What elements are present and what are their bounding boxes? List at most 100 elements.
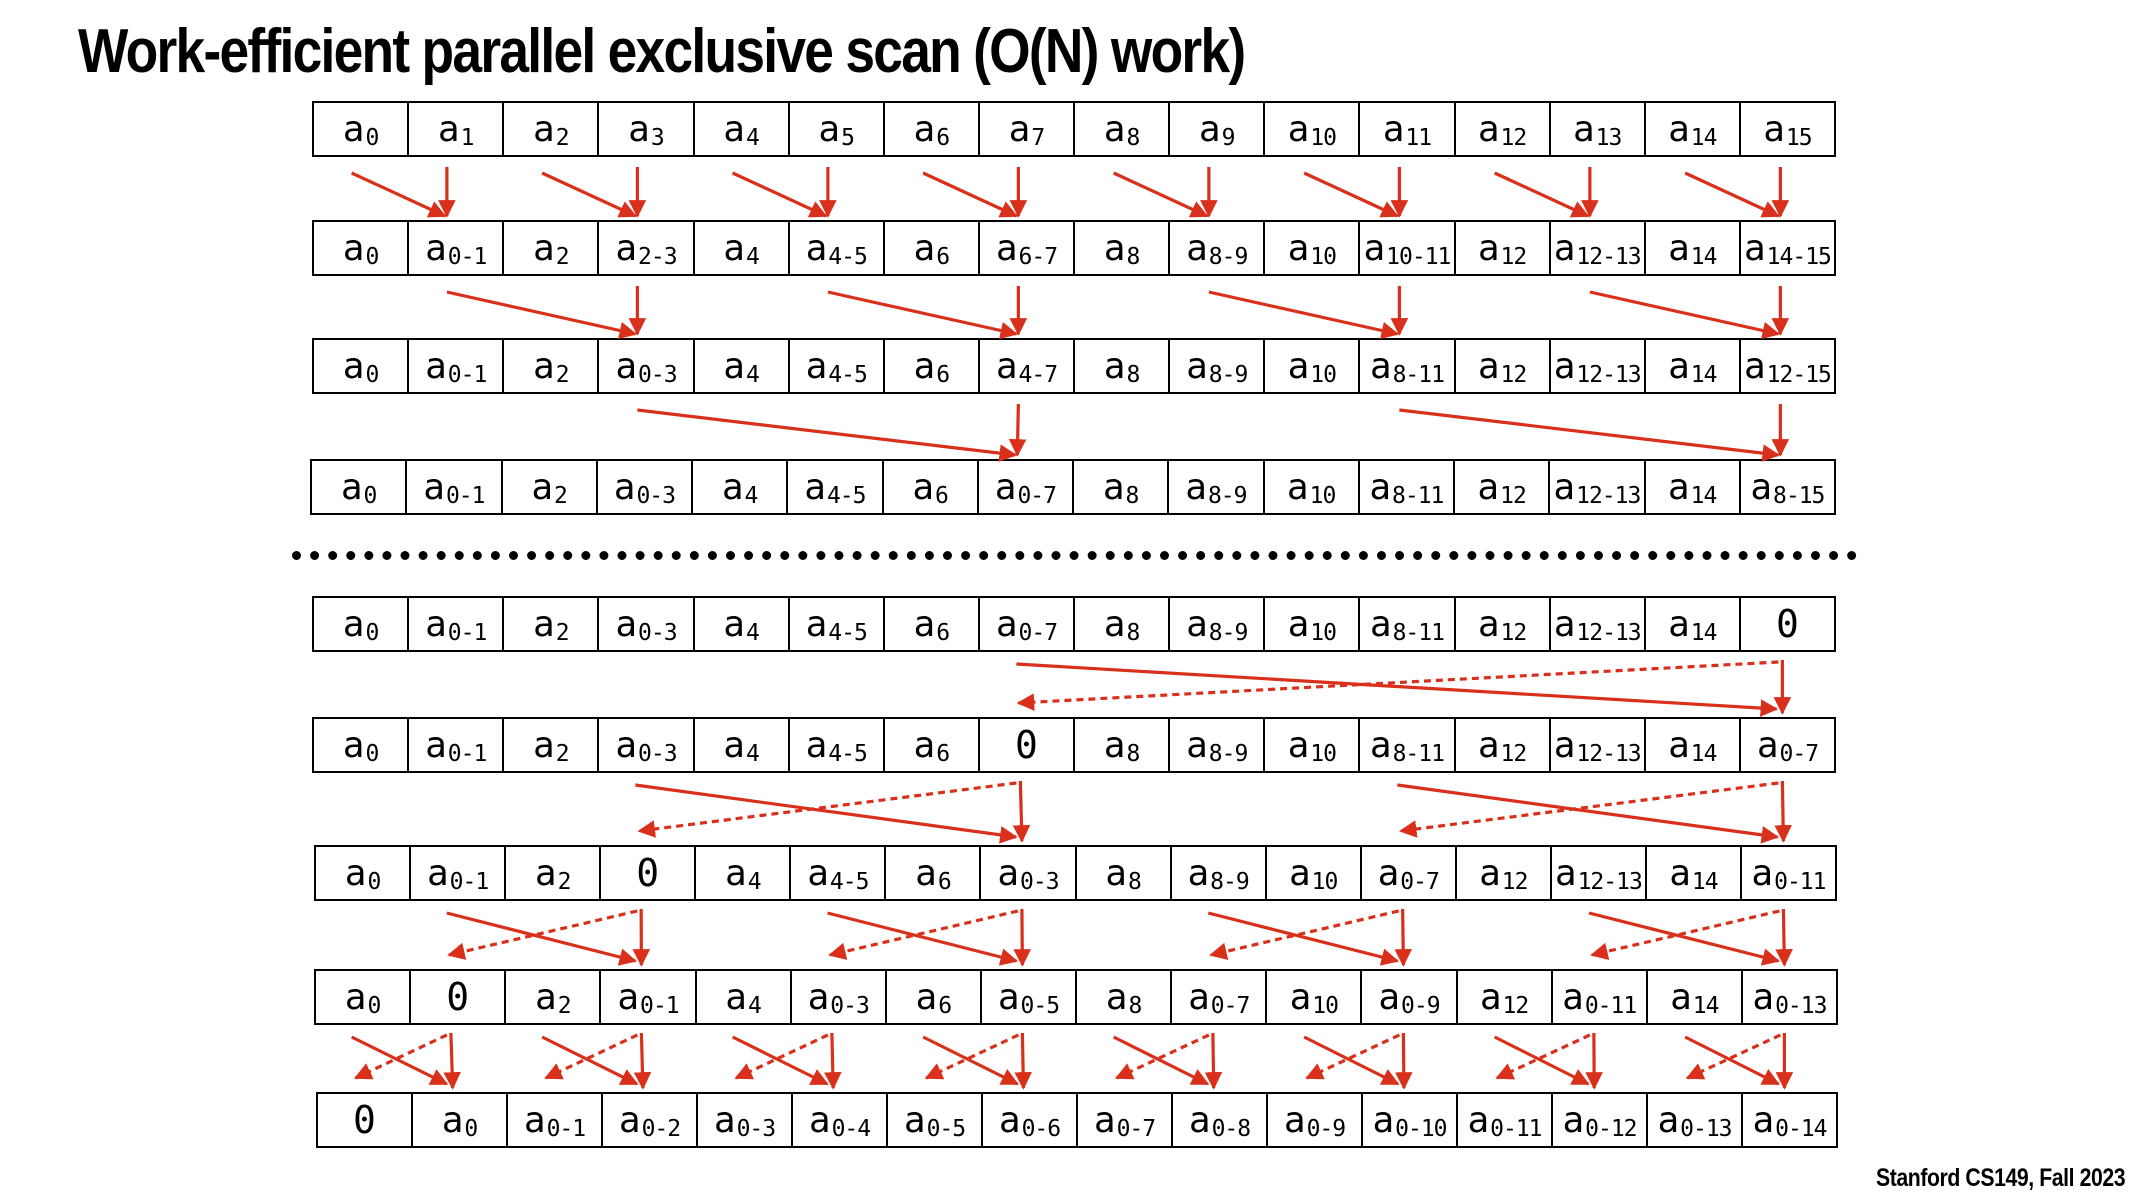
array-cell: a 12	[1454, 847, 1550, 899]
array-cell: a 0-4	[791, 1094, 886, 1146]
cell-symbol: a	[1667, 466, 1690, 508]
cell-symbol: a	[1287, 345, 1310, 387]
cell-symbol: a	[995, 603, 1018, 645]
array-cell: a 10-11	[1358, 222, 1453, 274]
array-cell: a 0-7	[1738, 719, 1834, 771]
downsweep-swap-dashed-arrow	[1685, 1033, 1782, 1080]
array-cell: a 0-11	[1739, 847, 1835, 899]
cell-symbol: a	[723, 345, 745, 387]
cell-symbol: a	[1369, 345, 1392, 387]
cell-subscript: 0-3	[638, 362, 678, 388]
upsweep-add-arrow	[541, 171, 637, 218]
cell-symbol: a	[1187, 852, 1210, 894]
array-cell: a 8-9	[1168, 222, 1263, 274]
array-cell: a 8-9	[1168, 719, 1263, 771]
array-cell: a 12	[1453, 719, 1549, 771]
cell-subscript: 4	[745, 125, 760, 151]
cell-symbol: a	[342, 603, 365, 645]
downsweep-pass-arrow	[1394, 908, 1412, 967]
downsweep-swap-dashed-arrow	[637, 781, 1017, 838]
downsweep-swap-dashed-arrow	[544, 1033, 639, 1080]
array-cell: a 6-7	[977, 222, 1073, 274]
array-cell: a 0-3	[597, 598, 692, 650]
cell-subscript: 10	[1310, 125, 1337, 151]
cell-subscript: 12	[1501, 869, 1529, 895]
cell-symbol: a	[1743, 227, 1766, 269]
cell-symbol: a	[1283, 1099, 1306, 1141]
cell-symbol: a	[615, 227, 637, 269]
array-cell: a 12-13	[1548, 598, 1644, 650]
cell-symbol: a	[915, 976, 938, 1018]
cell-subscript: 10	[1310, 244, 1337, 270]
cell-symbol: a	[1369, 603, 1392, 645]
array-cell: a 10	[1263, 340, 1358, 392]
cell-subscript: 4-5	[826, 483, 867, 509]
cell-symbol: a	[618, 1099, 641, 1141]
cell-subscript: 0-5	[1020, 993, 1061, 1019]
cell-symbol: a	[1103, 603, 1126, 645]
downsweep-array-row: 0 a 0 a 0-1 a 0-2 a 0-3 a 0-4 a 0-5 a 0-6 a 0-7 a 0-8 a 0-9 a…	[316, 1092, 1838, 1148]
cell-subscript: 0-7	[1779, 741, 1820, 767]
cell-symbol: a	[425, 345, 447, 387]
array-cell: a 8-11	[1358, 340, 1453, 392]
cell-subscript: 0-9	[1306, 1116, 1347, 1142]
array-cell: a 8-9	[1167, 461, 1262, 513]
cell-subscript: 0	[363, 483, 378, 509]
cell-symbol: a	[1289, 976, 1312, 1018]
cell-subscript: 0-3	[830, 993, 870, 1019]
array-cell: a 0-12	[1551, 1094, 1646, 1146]
cell-symbol: a	[1553, 466, 1576, 508]
downsweep-add-arrow	[1588, 911, 1781, 966]
downsweep-swap-dashed-arrow	[447, 909, 638, 960]
upsweep-add-arrow	[1112, 171, 1209, 218]
cell-symbol: a	[342, 108, 365, 150]
cell-subscript: 6	[936, 244, 950, 270]
cell-subscript: 0-1	[445, 483, 486, 509]
cell-subscript: 6	[938, 993, 952, 1019]
upsweep-add-arrow	[1493, 171, 1590, 218]
cell-symbol: a	[1743, 345, 1766, 387]
cell-subscript: 8	[1127, 869, 1142, 895]
cell-symbol: a	[1477, 108, 1500, 150]
cell-subscript: 0-1	[447, 362, 488, 388]
cell-symbol: a	[723, 108, 745, 150]
cell-symbol: a	[533, 724, 555, 766]
cell-subscript: 4	[744, 483, 759, 509]
cell-subscript: 0-13	[1775, 993, 1827, 1019]
cell-symbol: a	[1750, 466, 1773, 508]
phase-separator-dotted-line	[292, 551, 1857, 560]
cell-subscript: 4-5	[828, 244, 868, 270]
downsweep-swap-dashed-arrow	[1495, 1033, 1591, 1080]
cell-subscript: 12	[1500, 362, 1528, 388]
array-cell: a 4-5	[787, 719, 883, 771]
upsweep-add-arrow	[922, 171, 1018, 218]
downsweep-array-row: a 0 a 0-1 a 2 0 a 4 a 4-5 a 6 a 0-3 a 8 a 8-9 a 10 a 0-7 a 12 a 12…	[314, 845, 1837, 901]
cell-subscript: 0	[365, 125, 379, 151]
array-cell: a 0-3	[789, 971, 885, 1023]
cell-symbol: a	[533, 227, 555, 269]
cell-subscript: 10-11	[1386, 244, 1451, 270]
cell-subscript: 10	[1310, 741, 1337, 767]
cell-subscript: 14	[1691, 869, 1719, 895]
cell-subscript: 0-3	[638, 741, 678, 767]
cell-subscript: 2	[555, 244, 570, 270]
cell-subscript: 4	[745, 244, 760, 270]
cell-subscript: 12-13	[1576, 620, 1641, 646]
cell-subscript: 12-13	[1576, 244, 1641, 270]
cell-subscript: 12	[1502, 993, 1530, 1019]
cell-symbol: a	[1363, 227, 1386, 269]
array-cell: a 0-7	[1170, 971, 1265, 1023]
array-cell: a 14	[1643, 598, 1739, 650]
downsweep-swap-dashed-arrow	[1398, 781, 1779, 838]
cell-symbol: a	[903, 1099, 926, 1141]
cell-symbol: a	[531, 466, 554, 508]
cell-symbol: a	[1372, 1099, 1395, 1141]
cell-subscript: 2	[557, 869, 572, 895]
array-cell: a 12	[1453, 461, 1548, 513]
